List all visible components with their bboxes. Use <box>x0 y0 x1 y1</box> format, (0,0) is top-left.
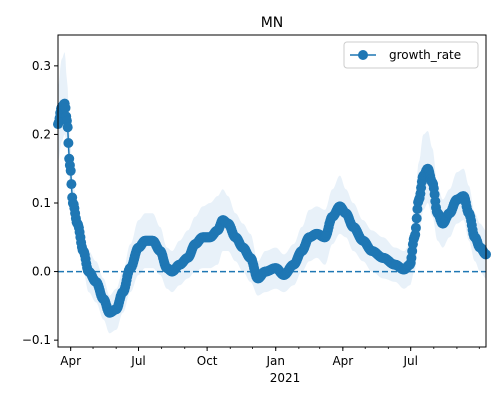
data-point <box>62 122 73 133</box>
legend-label: growth_rate <box>389 48 461 62</box>
legend-marker-icon <box>358 50 368 60</box>
legend: growth_rate <box>343 41 479 69</box>
x-tick-label: Oct <box>197 354 218 368</box>
y-tick-label: 0.2 <box>32 127 51 141</box>
y-tick-label: 0.0 <box>32 265 51 279</box>
legend-box <box>343 41 479 69</box>
x-tick-label: Jul <box>402 354 417 368</box>
data-point <box>65 165 76 176</box>
x-secondary-label: 2021 <box>270 371 301 385</box>
x-tick-label: Apr <box>332 354 353 368</box>
plot-frame <box>57 34 487 348</box>
growth-rate-series <box>53 98 491 318</box>
data-point <box>411 213 422 224</box>
data-point <box>66 179 77 190</box>
y-tick-label: 0.3 <box>32 59 51 73</box>
x-axis: Apr Jul Oct Jan Apr Jul <box>60 347 480 368</box>
data-point <box>60 102 71 113</box>
x-tick-label: Jan <box>265 354 285 368</box>
y-tick-label: −0.1 <box>22 333 51 347</box>
data-point <box>63 138 74 148</box>
y-tick-label: 0.1 <box>32 196 51 210</box>
y-axis: −0.1 0.0 0.1 0.2 0.3 <box>22 59 58 347</box>
data-point <box>410 222 421 233</box>
chart-title: MN <box>261 15 284 31</box>
x-tick-label: Apr <box>60 354 81 368</box>
x-tick-label: Jul <box>130 354 145 368</box>
